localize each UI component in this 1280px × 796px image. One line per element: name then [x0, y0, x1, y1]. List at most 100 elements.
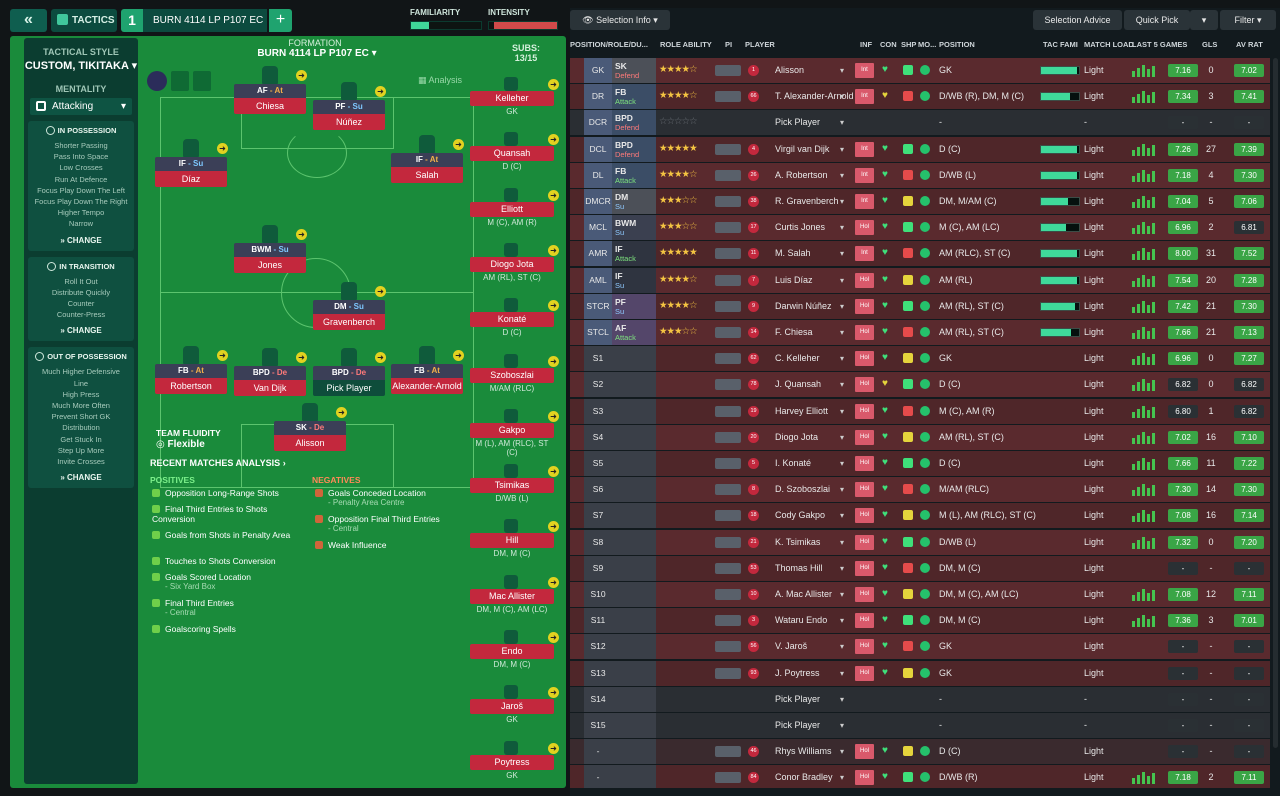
- player-role[interactable]: FB - At: [391, 364, 463, 378]
- table-row[interactable]: S14 Pick Player ▾ - - - - -: [570, 686, 1270, 712]
- column-header[interactable]: PI: [725, 40, 733, 49]
- player-dropdown[interactable]: ▾: [840, 354, 845, 364]
- sub-player[interactable]: Mac Allister DM, M (C), AM (LC) ➜: [470, 574, 559, 625]
- instruction-arrow-icon[interactable]: ➜: [453, 350, 464, 361]
- team-fluidity[interactable]: TEAM FLUIDITY ◎ Flexible: [156, 428, 221, 450]
- player-dropdown[interactable]: ▾: [840, 563, 845, 573]
- player-role[interactable]: DM - Su: [313, 300, 385, 314]
- player-name[interactable]: Chiesa: [234, 98, 306, 114]
- sub-player[interactable]: Tsimikas D/WB (L) ➜: [470, 464, 559, 514]
- table-row[interactable]: S5 5 I. Konaté ▾ Hol ♥ D (C) Light 7.66 11 7.22: [570, 451, 1270, 476]
- sub-name[interactable]: Quansah: [470, 146, 554, 162]
- table-row[interactable]: GK SK Defend ★★★★☆ 1 Alisson ▾ Int ♥ GK Light 7.16 0…: [570, 58, 1270, 83]
- sub-name[interactable]: Kelleher: [470, 91, 554, 106]
- sub-player[interactable]: Diogo Jota AM (RL), ST (C) ➜: [470, 242, 559, 293]
- instruction-arrow-icon[interactable]: ➜: [548, 244, 559, 256]
- pitch-player-alexander-arnold[interactable]: FB - At Alexander-Arnold ➜: [391, 346, 464, 396]
- table-scrollbar[interactable]: [1273, 58, 1278, 748]
- player-info-icons[interactable]: [715, 169, 741, 181]
- player-name[interactable]: V. Jaroš: [775, 641, 808, 652]
- player-info-icons[interactable]: [715, 274, 741, 286]
- table-row[interactable]: S3 19 Harvey Elliott ▾ Hol ♥ M (C), AM (R) Ligh…: [570, 398, 1270, 424]
- player-name[interactable]: Van Dijk: [234, 380, 306, 396]
- player-name[interactable]: Darwin Núñez: [775, 300, 832, 311]
- selection-info-button[interactable]: 👁 Selection Info ▾: [570, 10, 670, 30]
- table-row[interactable]: STCL AF Attack ★★★☆☆ 14 F. Chiesa ▾ Hol ♥ AM (RL)…: [570, 320, 1270, 345]
- player-name[interactable]: F. Chiesa: [775, 327, 813, 337]
- row-role[interactable]: [612, 398, 656, 424]
- player-role[interactable]: BPD - De: [313, 366, 385, 380]
- table-row[interactable]: DMCR DM Su ★★★☆☆ 38 R. Gravenberch ▾ Int ♥ DM, M/…: [570, 189, 1270, 214]
- table-row[interactable]: S4 20 Diogo Jota ▾ Hol ♥ AM (RL), ST (C) Light 7…: [570, 424, 1270, 450]
- player-name[interactable]: Díaz: [155, 171, 227, 187]
- pitch-player-van-dijk[interactable]: BPD - De Van Dijk ➜: [234, 348, 307, 398]
- instruction-arrow-icon[interactable]: ➜: [548, 687, 559, 699]
- table-row[interactable]: S10 10 A. Mac Allister ▾ Hol ♥ DM, M (C), AM (…: [570, 582, 1270, 607]
- sub-player[interactable]: Poytress GK ➜: [470, 740, 559, 791]
- player-name[interactable]: T. Alexander-Arnold: [775, 91, 854, 102]
- sub-player[interactable]: Endo DM, M (C) ➜: [470, 630, 559, 680]
- row-role[interactable]: DM Su: [612, 189, 656, 214]
- player-info-icons[interactable]: [715, 222, 741, 234]
- player-role[interactable]: SK - De: [274, 421, 346, 435]
- formation-select[interactable]: BURN 4114 LP P107 EC ▾: [257, 48, 377, 59]
- player-name[interactable]: Pick Player: [775, 720, 821, 730]
- sub-name[interactable]: Poytress: [470, 754, 554, 770]
- sub-name[interactable]: Diogo Jota: [470, 256, 554, 272]
- player-dropdown[interactable]: ▾: [840, 66, 845, 75]
- row-role[interactable]: SK Defend: [612, 58, 656, 83]
- player-info-icons[interactable]: [715, 300, 741, 312]
- player-name[interactable]: Jones: [234, 257, 306, 273]
- pitch-player-chiesa[interactable]: AF - At Chiesa ➜: [234, 66, 307, 116]
- player-dropdown[interactable]: ▾: [840, 721, 845, 730]
- row-role[interactable]: AF Attack: [612, 320, 656, 345]
- in-possession-change-button[interactable]: » CHANGE: [60, 235, 102, 245]
- player-dropdown[interactable]: ▾: [840, 328, 845, 337]
- row-role[interactable]: [612, 346, 656, 372]
- row-role[interactable]: [612, 686, 656, 712]
- instruction-arrow-icon[interactable]: ➜: [548, 576, 559, 588]
- column-header[interactable]: CON: [880, 40, 897, 49]
- row-role[interactable]: BWM Su: [612, 215, 656, 241]
- row-role[interactable]: BPD Defend: [612, 110, 656, 136]
- instruction-arrow-icon[interactable]: ➜: [296, 352, 307, 363]
- column-header[interactable]: ROLE ABILITY: [660, 40, 712, 49]
- player-name[interactable]: Alexander-Arnold: [391, 378, 463, 394]
- player-dropdown[interactable]: ▾: [840, 118, 845, 128]
- sub-name[interactable]: Gakpo: [470, 422, 554, 438]
- player-name[interactable]: K. Tsimikas: [775, 536, 821, 547]
- instruction-arrow-icon[interactable]: ➜: [336, 407, 347, 418]
- pitch-player-d-az[interactable]: IF - Su Díaz ➜: [155, 139, 228, 189]
- tactic-name-select[interactable]: BURN 4114 LP P107 EC ▾: [143, 9, 267, 49]
- column-header[interactable]: AV RAT: [1236, 40, 1263, 49]
- instruction-arrow-icon[interactable]: ➜: [548, 466, 559, 478]
- player-name[interactable]: Wataru Endo: [775, 615, 828, 626]
- player-info-icons[interactable]: [715, 536, 741, 548]
- player-info-icons[interactable]: [715, 353, 741, 365]
- table-row[interactable]: S12 56 V. Jaroš ▾ Hol ♥ GK Light - - -: [570, 634, 1270, 660]
- player-info-icons[interactable]: [715, 484, 741, 496]
- player-info-icons[interactable]: [715, 746, 741, 758]
- table-row[interactable]: S13 93 J. Poytress ▾ Hol ♥ GK Light - - -: [570, 660, 1270, 686]
- row-role[interactable]: [612, 372, 656, 398]
- player-name[interactable]: A. Robertson: [775, 169, 828, 180]
- row-role[interactable]: [612, 765, 656, 788]
- column-header[interactable]: SHP: [901, 40, 917, 49]
- row-role[interactable]: [612, 555, 656, 581]
- player-name[interactable]: Conor Bradley: [775, 772, 833, 783]
- player-info-icons[interactable]: [715, 772, 741, 784]
- pitch-player-salah[interactable]: IF - At Salah ➜: [391, 135, 464, 185]
- player-name[interactable]: A. Mac Allister: [775, 589, 833, 599]
- out-of-possession-change-button[interactable]: » CHANGE: [60, 473, 102, 483]
- instruction-arrow-icon[interactable]: ➜: [217, 143, 228, 154]
- player-name[interactable]: Rhys Williams: [775, 746, 832, 757]
- tactical-style-select[interactable]: CUSTOM, TIKITAKA ▾: [24, 60, 138, 72]
- quick-pick-button[interactable]: Quick Pick: [1124, 10, 1190, 30]
- player-name[interactable]: Robertson: [155, 378, 227, 394]
- instruction-arrow-icon[interactable]: ➜: [548, 521, 559, 533]
- in-transition-change-button[interactable]: » CHANGE: [60, 326, 102, 336]
- quick-pick-dropdown[interactable]: ▾: [1190, 10, 1218, 30]
- player-info-icons[interactable]: [715, 405, 741, 417]
- table-row[interactable]: S9 53 Thomas Hill ▾ Hol ♥ DM, M (C) Light - - -: [570, 555, 1270, 581]
- instruction-arrow-icon[interactable]: ➜: [217, 350, 228, 361]
